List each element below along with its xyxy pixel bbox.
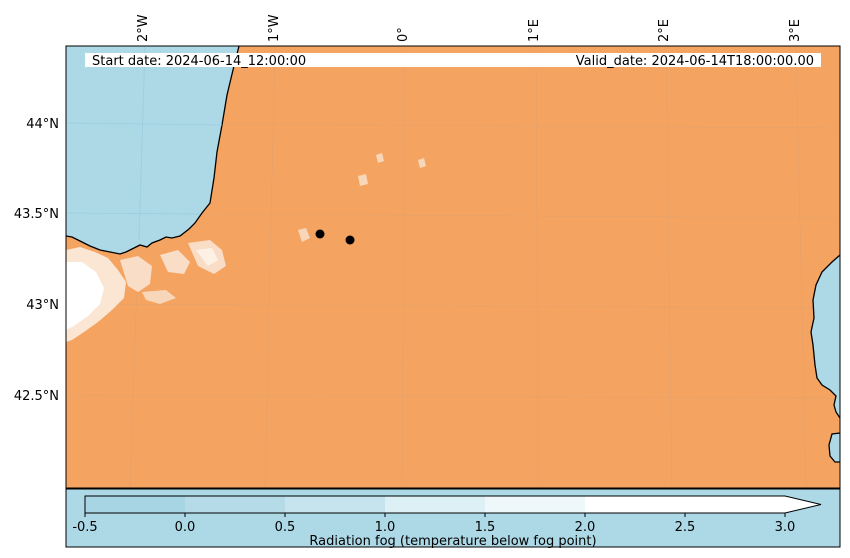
cb-tick-label: 2.5 <box>675 520 696 535</box>
cb-tick-label: -0.5 <box>72 520 97 535</box>
colorbar-tick-labels: -0.5 0.0 0.5 1.0 1.5 2.0 2.5 3.0 <box>72 520 795 535</box>
colorbar-bin-5 <box>485 496 585 513</box>
latitude-labels: 44°N 43.5°N 43°N 42.5°N <box>14 117 59 404</box>
colorbar-bin-3 <box>285 496 385 513</box>
coastline-atlantic <box>65 45 240 255</box>
sea-mediterranean <box>811 255 840 462</box>
fog-patches <box>66 153 426 342</box>
cb-tick-label: 0.0 <box>175 520 196 535</box>
colorbar-bins <box>85 496 821 513</box>
lon-label-2e: 2°E <box>657 19 672 42</box>
lon-label-0: 0° <box>396 27 411 42</box>
colorbar-bin-1 <box>85 496 185 513</box>
cb-tick-label: 1.0 <box>375 520 396 535</box>
sea-bay-of-biscay <box>66 46 239 254</box>
lat-label-43n: 43°N <box>26 298 59 313</box>
colorbar-extend-arrow <box>785 496 821 513</box>
valid-date-label: Valid_date: 2024-06-14T18:00:00.00 <box>576 54 814 69</box>
marker-point-2 <box>345 235 355 245</box>
coastline-mediterranean <box>810 254 841 463</box>
colorbar-bin-2 <box>185 496 285 513</box>
colorbar-label: Radiation fog (temperature below fog poi… <box>309 534 596 549</box>
cb-tick-label: 0.5 <box>275 520 296 535</box>
colorbar-panel: -0.5 0.0 0.5 1.0 1.5 2.0 2.5 3.0 Radiati… <box>65 488 841 549</box>
start-date-label: Start date: 2024-06-14_12:00:00 <box>92 54 306 69</box>
marker-point-1 <box>315 229 325 239</box>
colorbar-bin-6 <box>585 496 785 513</box>
longitude-labels: 2°W 1°W 0° 1°E 2°E 3°E <box>136 14 803 42</box>
site-markers <box>315 229 355 245</box>
header-box <box>85 53 821 67</box>
cb-tick-label: 2.0 <box>575 520 596 535</box>
lon-label-2w: 2°W <box>136 14 151 42</box>
colorbar-bin-4 <box>385 496 485 513</box>
cb-tick-label: 3.0 <box>775 520 796 535</box>
lon-label-1w: 1°W <box>267 14 282 42</box>
lon-label-1e: 1°E <box>527 19 542 42</box>
lon-label-3e: 3°E <box>788 19 803 42</box>
cb-tick-label: 1.5 <box>475 520 496 535</box>
lat-label-44n: 44°N <box>26 117 59 132</box>
colorbar-ticks <box>84 513 786 517</box>
colorbar-outline <box>84 495 822 514</box>
map-frame <box>65 45 841 489</box>
map-panel: Start date: 2024-06-14_12:00:00 Valid_da… <box>65 45 841 489</box>
lat-label-43-5n: 43.5°N <box>14 207 59 222</box>
lat-label-42-5n: 42.5°N <box>14 389 59 404</box>
sea-grid <box>65 45 223 241</box>
